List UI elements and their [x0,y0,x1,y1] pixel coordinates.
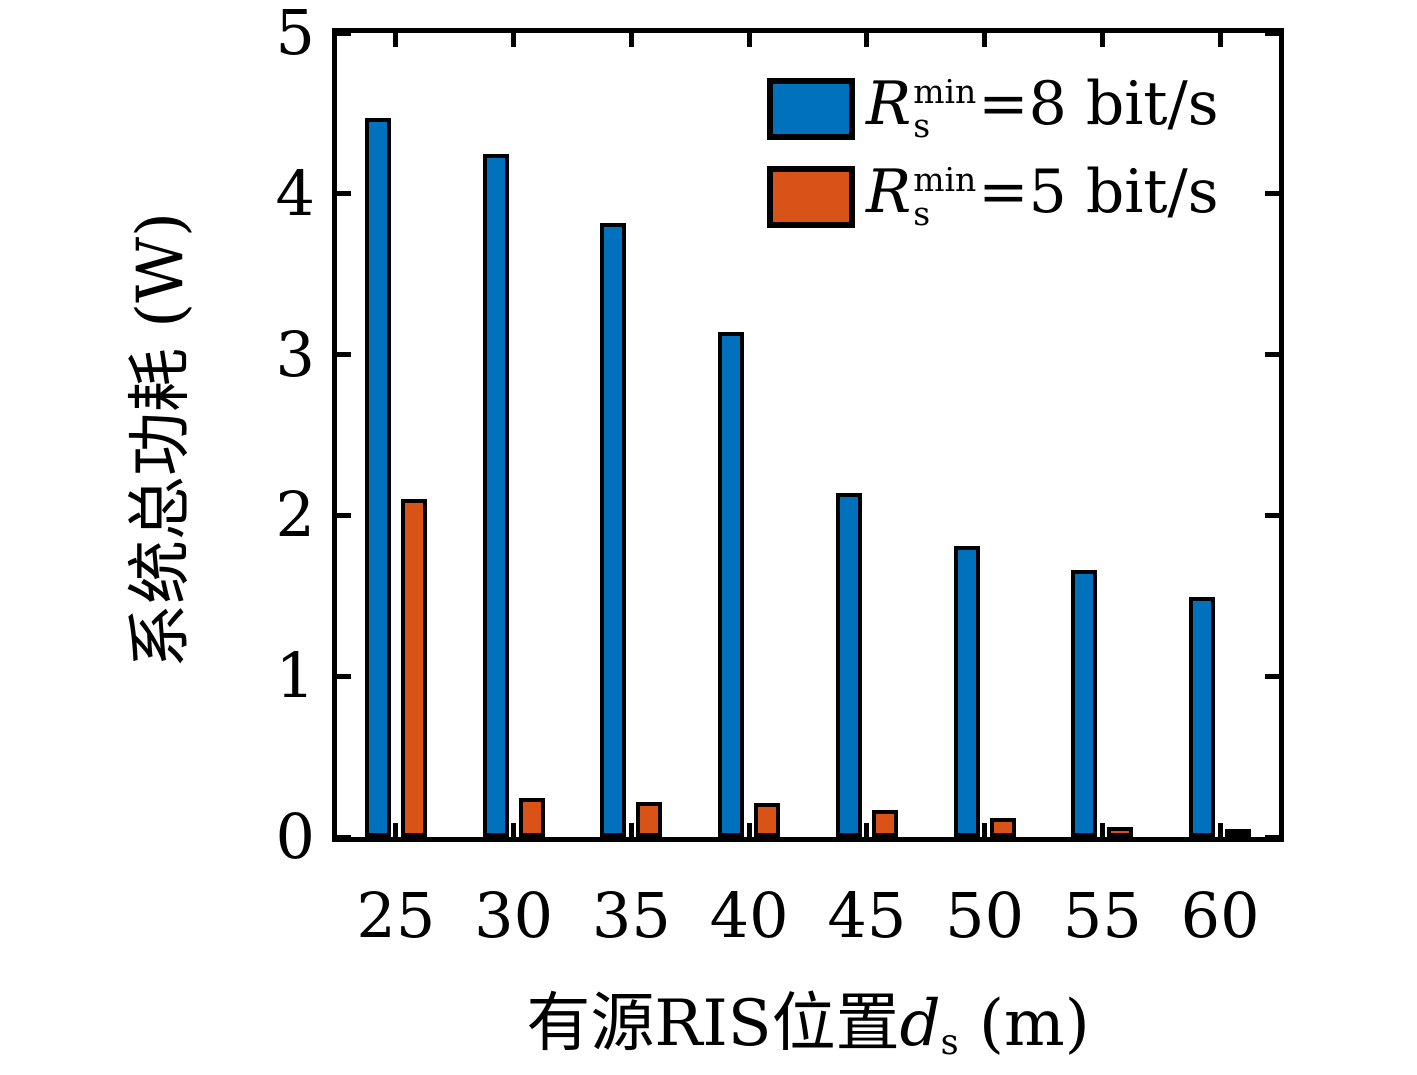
x-tick-top-55 [1099,33,1105,47]
y-tick-right-2 [1265,512,1279,518]
x-tick-top-25 [393,33,399,47]
y-tick-right-1 [1265,673,1279,679]
y-tick-right-3 [1265,352,1279,358]
bar-rs-min-5-30 [518,798,545,837]
bar-rs-min-8-50 [953,546,980,837]
y-tick-left-4 [337,191,351,197]
x-tick-bottom-60 [1217,823,1223,837]
y-tick-label-4: 4 [275,156,315,230]
bar-rs-min-8-35 [600,223,627,837]
x-tick-top-45 [864,33,870,47]
bar-rs-min-8-30 [482,154,509,837]
y-tick-label-3: 3 [275,317,315,391]
legend-swatch-orange [767,166,855,228]
x-tick-bottom-25 [393,823,399,837]
x-title-suffix: (m) [958,987,1090,1061]
legend-superscript: min [913,159,977,199]
y-tick-left-5 [337,30,351,36]
x-tick-bottom-55 [1099,823,1105,837]
x-tick-bottom-30 [511,823,517,837]
y-tick-left-2 [337,512,351,518]
x-tick-top-30 [511,33,517,47]
x-tick-label-55: 55 [1062,879,1142,952]
legend-subscript: s [913,194,931,234]
bar-rs-min-8-25 [364,118,391,837]
bar-rs-min-5-25 [400,499,427,837]
y-tick-left-0 [337,834,351,840]
bar-rs-min-8-40 [718,332,745,837]
y-tick-label-1: 1 [275,639,315,713]
x-tick-bottom-40 [746,823,752,837]
legend-symbol: R [866,69,912,140]
y-tick-label-0: 0 [275,800,315,873]
x-tick-top-40 [746,33,752,47]
legend-swatch-blue [767,78,855,140]
y-tick-left-3 [337,352,351,358]
legend-supsub: min s [913,71,977,146]
x-tick-label-35: 35 [591,879,671,952]
x-tick-top-50 [982,33,988,47]
x-tick-label-45: 45 [827,879,907,952]
bar-rs-min-8-60 [1189,597,1216,837]
x-axis-title: 有源RIS位置ds (m) [337,972,1279,1064]
bar-rs-min-8-55 [1071,570,1098,837]
x-tick-label-30: 30 [474,879,554,952]
legend-subscript: s [913,106,931,146]
x-title-subscript: s [940,1021,959,1063]
y-tick-right-4 [1265,191,1279,197]
legend-supsub: min s [913,159,977,234]
y-axis-title: 系统总功耗 (W) [124,211,198,669]
x-title-prefix: 有源RIS位置 [526,987,900,1061]
x-tick-top-35 [628,33,634,47]
bar-rs-min-8-45 [835,493,862,837]
x-tick-label-25: 25 [356,879,436,952]
legend-eq-text: =5 bit/s [978,157,1219,228]
x-title-variable: d [899,987,941,1061]
y-tick-label-5: 5 [275,0,315,69]
x-tick-bottom-45 [864,823,870,837]
bar-rs-min-5-50 [989,818,1016,837]
legend-superscript: min [913,71,977,111]
legend-eq-text: =8 bit/s [978,69,1219,140]
y-tick-right-5 [1265,30,1279,36]
bar-rs-min-5-45 [871,810,898,837]
bar-rs-min-5-60 [1225,829,1252,837]
x-tick-label-60: 60 [1180,879,1260,952]
x-tick-label-40: 40 [709,879,789,952]
x-tick-top-60 [1217,33,1223,47]
y-tick-left-1 [337,673,351,679]
legend-symbol: R [866,157,912,228]
bar-rs-min-5-55 [1107,827,1134,837]
y-tick-label-2: 2 [275,478,315,552]
bar-rs-min-5-40 [754,803,781,837]
x-tick-bottom-35 [628,823,634,837]
x-tick-label-50: 50 [945,879,1025,952]
x-tick-bottom-50 [982,823,988,837]
y-tick-right-0 [1265,834,1279,840]
bar-rs-min-5-35 [636,802,663,837]
